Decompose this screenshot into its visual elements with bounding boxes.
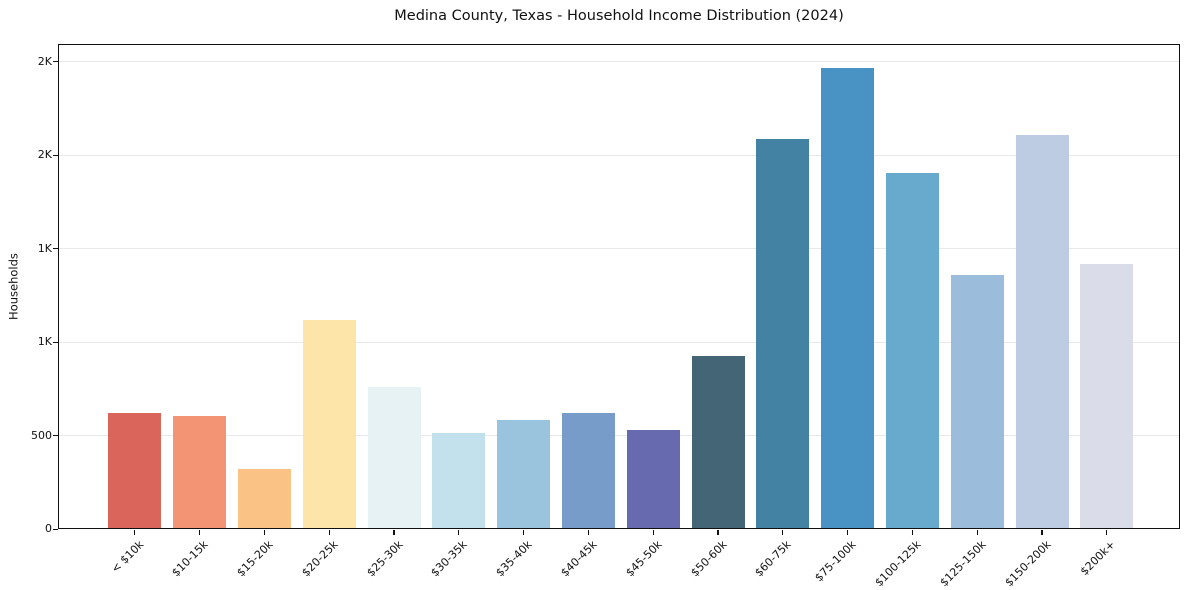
bar-$60-75k <box>756 139 810 529</box>
x-tick-label: $20-25k <box>299 538 341 580</box>
bar-$45-50k <box>626 429 680 529</box>
bar-$150-200k <box>1015 134 1069 529</box>
bar-$25-30k <box>367 386 421 529</box>
x-tick-mark <box>976 530 978 535</box>
x-tick-mark <box>393 530 395 535</box>
x-tick-label: $50-60k <box>687 538 730 580</box>
x-tick-label: $150-200k <box>1002 538 1054 590</box>
bar-$100-125k <box>885 172 939 529</box>
gridline <box>58 341 1180 343</box>
x-tick-mark <box>134 530 136 535</box>
y-tick-mark <box>53 341 58 343</box>
x-tick-label: < $10k <box>108 538 147 576</box>
x-tick-mark <box>717 530 719 535</box>
plot-area <box>58 44 1180 529</box>
bar-$15-20k <box>237 469 291 529</box>
bar-$35-40k <box>497 419 551 529</box>
x-tick-mark <box>458 530 460 535</box>
bar-$50-60k <box>691 356 745 529</box>
x-tick-mark <box>523 530 525 535</box>
gridline <box>58 154 1180 156</box>
x-tick-label: $40-45k <box>558 538 600 580</box>
x-tick-mark <box>199 530 201 535</box>
bar-$125-150k <box>950 274 1004 529</box>
y-tick-mark <box>53 435 58 437</box>
x-tick-mark <box>328 530 330 535</box>
axes-frame <box>58 44 1180 529</box>
x-tick-label: $125-150k <box>937 538 989 590</box>
bar-$200k+ <box>1080 264 1134 529</box>
x-tick-mark <box>847 530 849 535</box>
x-tick-label: $60-75k <box>752 538 795 580</box>
x-tick-mark <box>587 530 589 535</box>
x-tick-mark <box>782 530 784 535</box>
x-tick-mark <box>263 530 265 535</box>
x-tick-label: $200k+ <box>1077 538 1119 579</box>
x-tick-label: $100-125k <box>872 538 924 590</box>
y-tick-label: 1K <box>37 335 52 349</box>
x-tick-label: $25-30k <box>363 538 406 580</box>
y-tick-mark <box>53 61 58 63</box>
y-tick-mark <box>53 248 58 250</box>
y-tick-mark <box>53 154 58 156</box>
bar-$40-45k <box>561 413 615 529</box>
x-tick-label: $15-20k <box>234 538 276 580</box>
y-axis-label: Households <box>6 253 21 320</box>
y-tick-label: 2K <box>37 54 52 68</box>
x-tick-label: $35-40k <box>493 538 535 580</box>
x-tick-mark <box>1041 530 1043 535</box>
bar-$75-100k <box>821 68 875 529</box>
x-tick-mark <box>911 530 913 535</box>
bar-< $10k <box>108 413 162 529</box>
x-tick-label: $45-50k <box>623 538 665 580</box>
gridline <box>58 61 1180 63</box>
y-tick-label: 1K <box>37 241 52 255</box>
x-tick-label: $75-100k <box>812 538 859 585</box>
chart-title: Medina County, Texas - Household Income … <box>394 8 844 24</box>
y-tick-label: 2K <box>37 148 52 162</box>
gridline <box>58 248 1180 250</box>
bar-$30-35k <box>432 432 486 529</box>
y-tick-label: 0 <box>45 522 52 535</box>
x-tick-mark <box>652 530 654 535</box>
bar-$20-25k <box>302 319 356 529</box>
y-tick-mark <box>53 528 58 530</box>
y-tick-label: 500 <box>31 428 52 442</box>
gridline <box>58 435 1180 436</box>
x-tick-label: $30-35k <box>428 538 471 580</box>
bar-$10-15k <box>173 415 227 529</box>
x-tick-label: $10-15k <box>169 538 211 580</box>
x-tick-mark <box>1106 530 1108 535</box>
